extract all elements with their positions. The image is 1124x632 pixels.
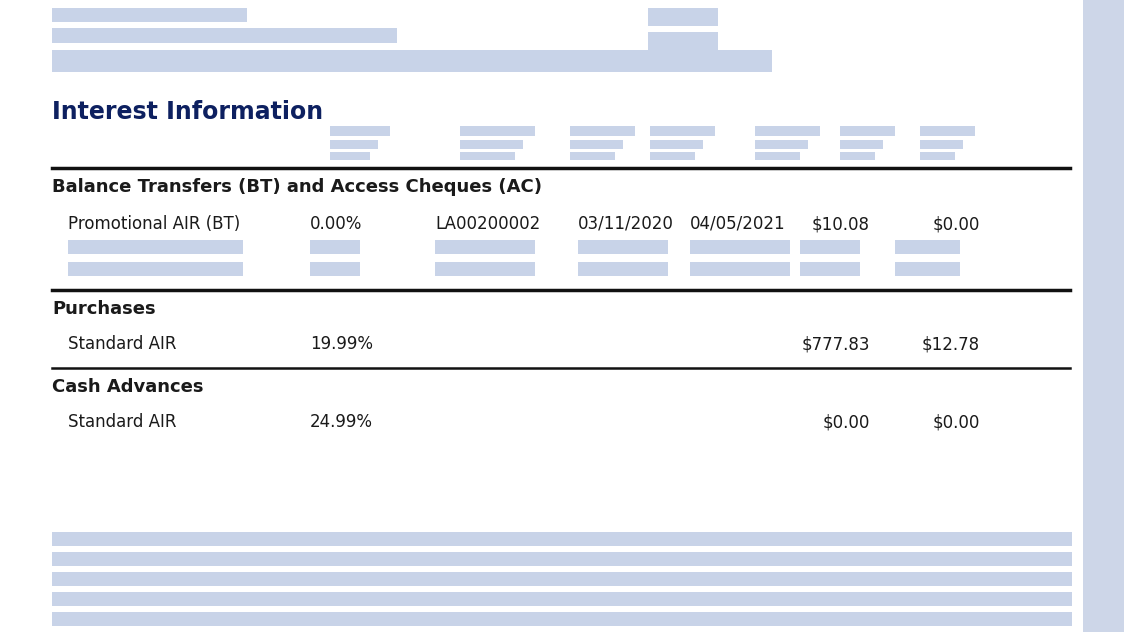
Bar <box>310 262 360 276</box>
Text: Interest Information: Interest Information <box>52 100 323 124</box>
Bar <box>840 140 883 149</box>
Bar <box>460 152 515 160</box>
Text: 19.99%: 19.99% <box>310 335 373 353</box>
Bar <box>921 140 963 149</box>
Bar <box>435 240 535 254</box>
Bar <box>460 140 523 149</box>
Text: 03/11/2020: 03/11/2020 <box>578 215 674 233</box>
Bar <box>52 592 1072 606</box>
Text: 04/05/2021: 04/05/2021 <box>690 215 786 233</box>
Bar <box>840 152 874 160</box>
Text: $777.83: $777.83 <box>801 335 870 353</box>
Bar <box>650 140 702 149</box>
Text: $0.00: $0.00 <box>933 413 980 431</box>
Bar <box>840 126 895 136</box>
Bar <box>1084 0 1124 632</box>
Text: Standard AIR: Standard AIR <box>67 335 176 353</box>
Bar <box>650 126 715 136</box>
Bar <box>755 152 800 160</box>
Text: 24.99%: 24.99% <box>310 413 373 431</box>
Bar <box>52 572 1072 586</box>
Bar <box>800 262 860 276</box>
Bar <box>310 240 360 254</box>
Bar <box>578 262 668 276</box>
Bar <box>755 140 808 149</box>
Bar <box>649 32 718 50</box>
Bar <box>52 612 1072 626</box>
Bar <box>690 240 790 254</box>
Text: $12.78: $12.78 <box>922 335 980 353</box>
Bar <box>67 262 243 276</box>
Text: $0.00: $0.00 <box>823 413 870 431</box>
Text: Purchases: Purchases <box>52 300 155 318</box>
Bar <box>52 50 772 72</box>
Text: LA00200002: LA00200002 <box>435 215 541 233</box>
Bar <box>649 8 718 26</box>
Bar <box>800 240 860 254</box>
Bar <box>690 262 790 276</box>
Bar <box>570 140 623 149</box>
Text: Standard AIR: Standard AIR <box>67 413 176 431</box>
Bar <box>330 126 390 136</box>
Bar <box>650 152 695 160</box>
Bar <box>52 8 247 22</box>
Text: Balance Transfers (BT) and Access Cheques (AC): Balance Transfers (BT) and Access Cheque… <box>52 178 542 196</box>
Bar <box>330 152 370 160</box>
Bar <box>330 140 378 149</box>
Bar <box>570 152 615 160</box>
Bar <box>895 262 960 276</box>
Bar <box>921 152 955 160</box>
Text: $0.00: $0.00 <box>933 215 980 233</box>
Text: $10.08: $10.08 <box>812 215 870 233</box>
Bar <box>67 240 243 254</box>
Bar <box>895 240 960 254</box>
Bar <box>435 262 535 276</box>
Bar <box>52 552 1072 566</box>
Bar <box>52 28 397 43</box>
Bar <box>52 532 1072 546</box>
Text: 0.00%: 0.00% <box>310 215 362 233</box>
Text: Cash Advances: Cash Advances <box>52 378 203 396</box>
Bar <box>578 240 668 254</box>
Bar <box>460 126 535 136</box>
Bar <box>921 126 975 136</box>
Text: Promotional AIR (BT): Promotional AIR (BT) <box>67 215 241 233</box>
Bar <box>755 126 821 136</box>
Bar <box>570 126 635 136</box>
